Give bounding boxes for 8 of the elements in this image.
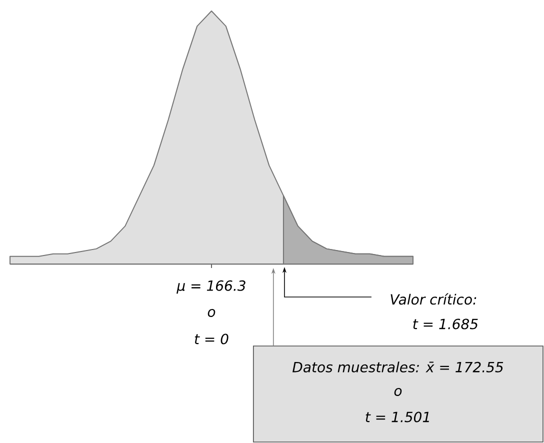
text: t = 1.501	[366, 412, 429, 422]
text: μ = 166.3	[176, 280, 246, 294]
text: Valor crítico:	[390, 293, 476, 305]
text: o	[208, 308, 216, 318]
text: Datos muestrales: x̄ = 172.55	[292, 362, 504, 372]
text: t = 0	[194, 334, 228, 344]
text: t = 1.685	[413, 318, 478, 330]
text: o	[394, 388, 402, 396]
